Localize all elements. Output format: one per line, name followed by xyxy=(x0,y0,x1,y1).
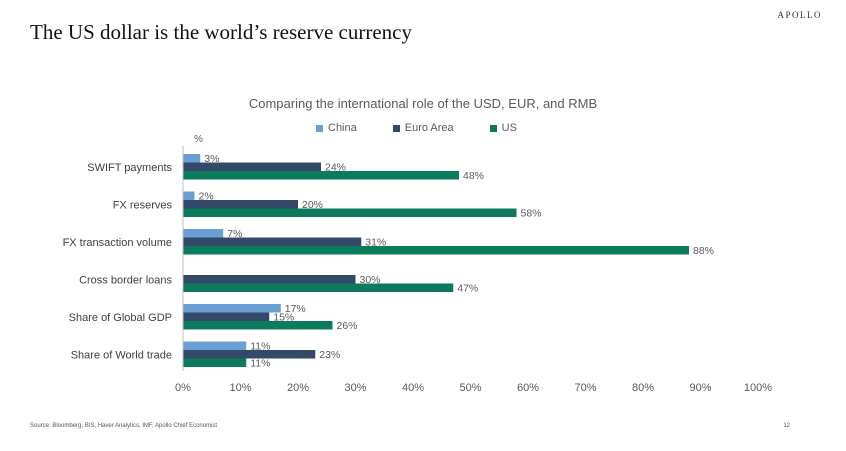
legend-label-euro-area: Euro Area xyxy=(404,122,454,134)
x-tick-label: 80% xyxy=(632,382,654,394)
data-label: 26% xyxy=(337,320,358,332)
bar-china xyxy=(183,229,224,238)
data-label: 88% xyxy=(693,245,714,257)
page-number: 12 xyxy=(783,423,790,429)
x-tick-label: 30% xyxy=(344,382,366,394)
bar-euro-area xyxy=(183,312,270,321)
legend-item-china: China xyxy=(316,122,357,134)
data-label: 17% xyxy=(285,303,306,315)
bar-us xyxy=(183,208,517,217)
data-label: 3% xyxy=(204,153,219,165)
bar-euro-area xyxy=(183,275,356,284)
data-label: 11% xyxy=(250,358,270,370)
x-tick-label: 0% xyxy=(175,382,191,394)
unit-label: % xyxy=(194,134,203,145)
legend-swatch-us xyxy=(489,124,497,132)
category-label: Share of Global GDP xyxy=(69,312,172,324)
data-label: 58% xyxy=(521,208,542,220)
bar-euro-area xyxy=(183,162,321,171)
category-label: Share of World trade xyxy=(71,349,172,361)
bar-china xyxy=(183,341,247,350)
page-title: The US dollar is the world’s reserve cur… xyxy=(30,20,412,44)
x-tick-label: 60% xyxy=(517,382,539,394)
data-label: 24% xyxy=(325,162,346,174)
bar-us xyxy=(183,171,459,180)
bar-us xyxy=(183,246,689,255)
data-label: 7% xyxy=(227,228,242,240)
data-label: 31% xyxy=(365,237,386,249)
chart-title: Comparing the international role of the … xyxy=(248,96,598,111)
data-label: 20% xyxy=(302,199,323,211)
x-tick-label: 20% xyxy=(287,382,309,394)
x-tick-label: 50% xyxy=(459,382,481,394)
legend-swatch-euro-area xyxy=(392,124,400,132)
bar-euro-area xyxy=(183,200,298,209)
x-tick-label: 90% xyxy=(689,382,711,394)
category-label: Cross border loans xyxy=(79,274,172,286)
bar-euro-area xyxy=(183,350,316,359)
data-label: 2% xyxy=(199,191,214,203)
bar-china xyxy=(183,304,281,313)
x-tick-label: 40% xyxy=(402,382,424,394)
category-label: FX transaction volume xyxy=(63,237,172,249)
data-label: 15% xyxy=(273,312,294,324)
bar-china xyxy=(183,191,195,200)
legend-item-euro-area: Euro Area xyxy=(392,122,454,134)
bar-china xyxy=(183,154,201,163)
legend-item-us: US xyxy=(489,122,517,134)
bar-euro-area xyxy=(183,237,362,246)
data-label: 47% xyxy=(457,283,478,295)
x-tick-label: 10% xyxy=(229,382,251,394)
data-label: 23% xyxy=(319,349,340,361)
bar-us xyxy=(183,321,333,330)
x-tick-label: 100% xyxy=(744,382,772,394)
legend-label-us: US xyxy=(501,122,517,134)
data-label: 11% xyxy=(250,341,270,353)
bar-us xyxy=(183,283,454,292)
data-label: 30% xyxy=(360,274,381,286)
category-label: FX reserves xyxy=(113,199,173,211)
x-tick-label: 70% xyxy=(574,382,596,394)
brand-logo: APOLLO xyxy=(777,10,822,20)
bar-us xyxy=(183,358,247,367)
legend-label-china: China xyxy=(328,122,357,134)
legend-swatch-china xyxy=(316,124,323,132)
data-label: 48% xyxy=(463,170,484,182)
chart-legend: China Euro Area US xyxy=(316,122,517,134)
source-note: Source: Bloomberg, BIS, Haver Analytics,… xyxy=(30,423,218,429)
category-label: SWIFT payments xyxy=(87,162,172,174)
